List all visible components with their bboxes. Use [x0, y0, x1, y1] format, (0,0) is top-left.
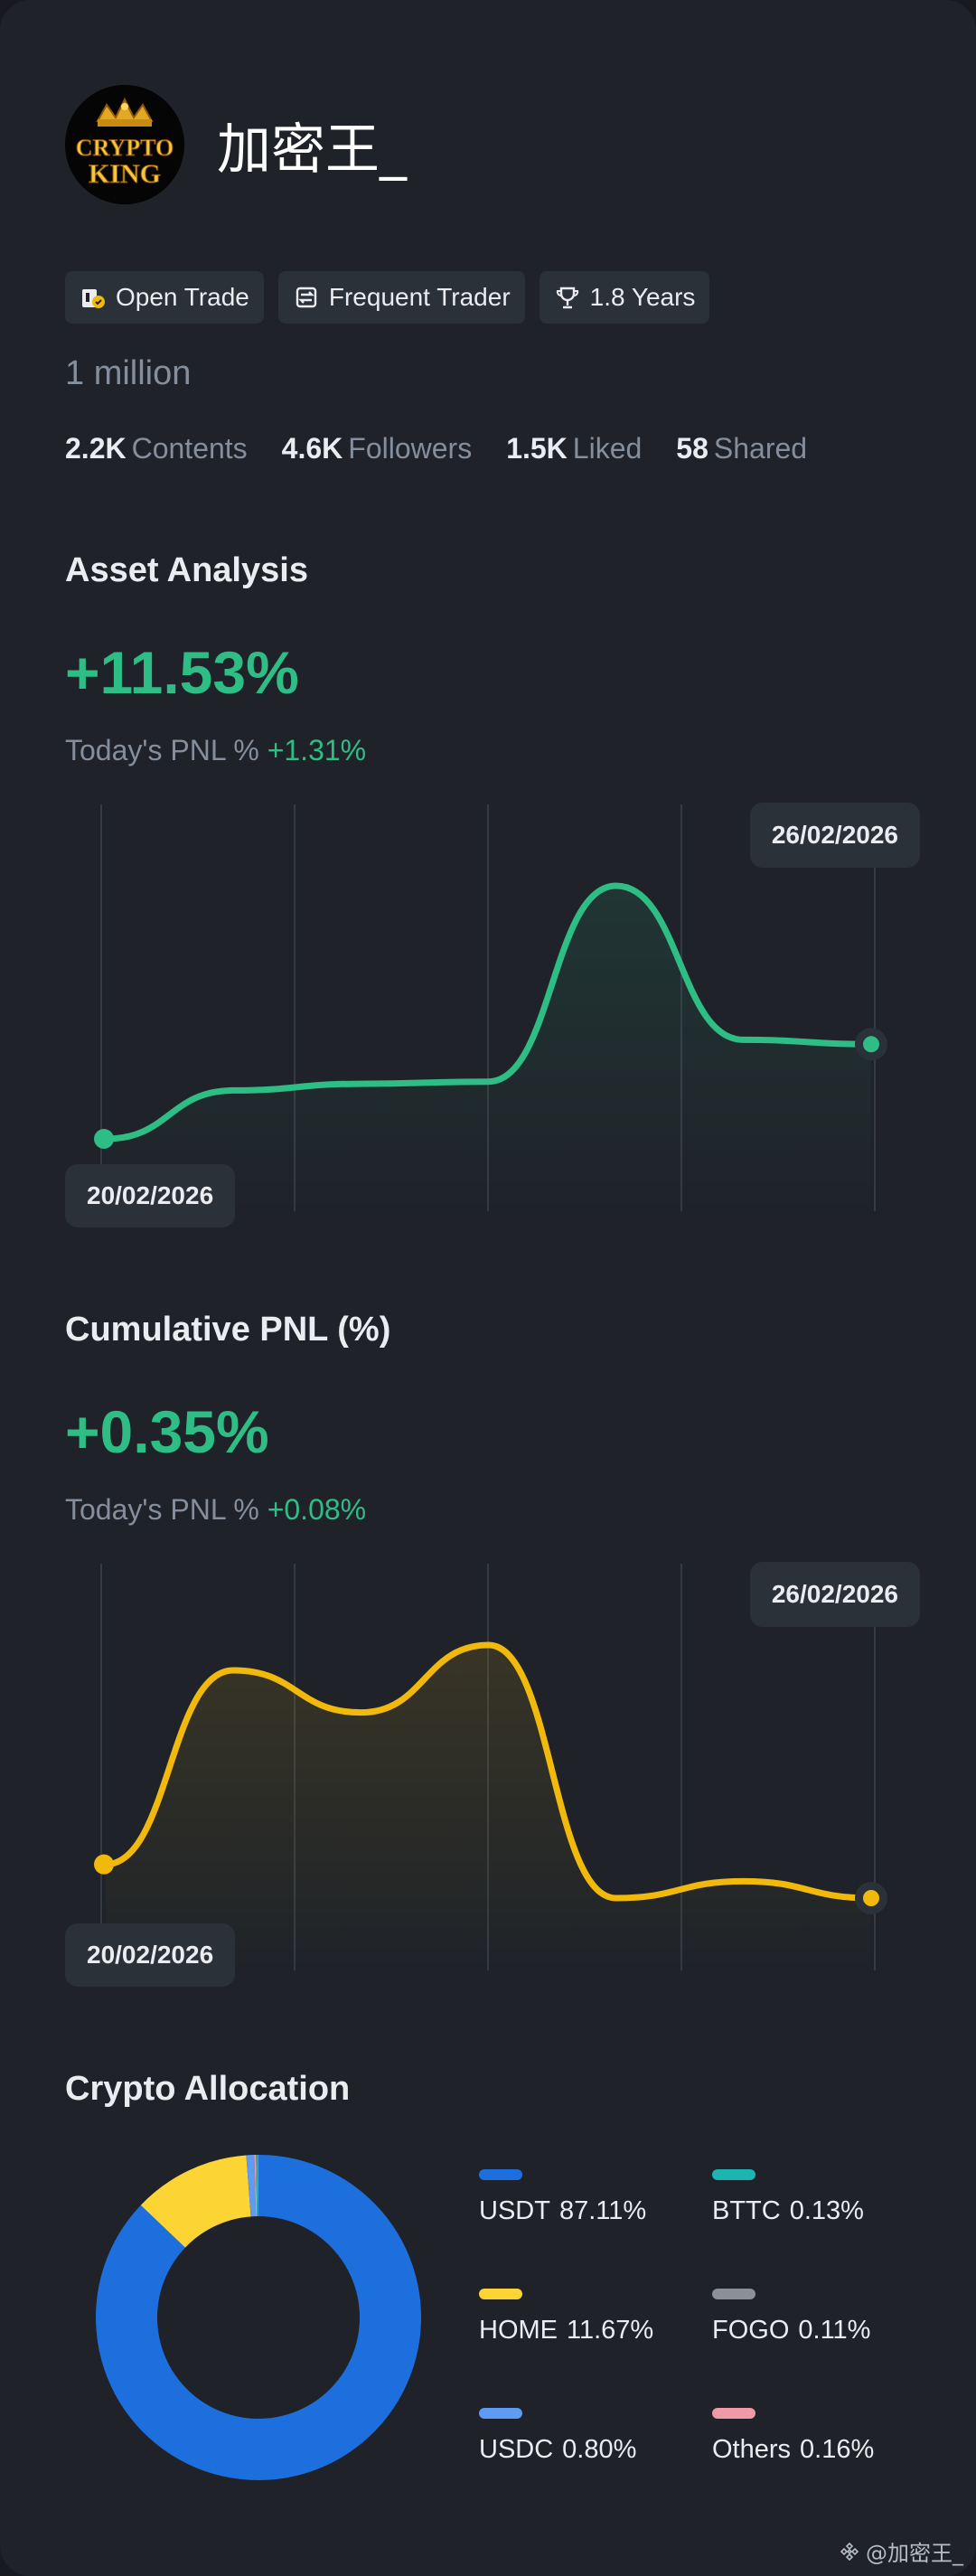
legend-pct: 0.13% [789, 2196, 864, 2225]
donut-slice-others [254, 2155, 258, 2217]
watermark-text: @加密王_ [866, 2541, 963, 2566]
end-date-badge: 26/02/2026 [749, 1562, 920, 1627]
legend-text: FOGO 0.11% [712, 2316, 938, 2346]
legend-swatch [712, 2408, 755, 2419]
legend-text: Others 0.16% [712, 2435, 938, 2465]
stat-value: 1.5K [506, 432, 568, 465]
tag-list: Open Trade Frequent Trader 1.8 Years [65, 271, 710, 324]
crypto-allocation: USDT 87.11% BTTC 0.13% HOME 11.67% FOGO 0.11… [65, 2142, 920, 2522]
series-line [102, 1641, 875, 1902]
legend-swatch [479, 2169, 522, 2180]
legend-pct: 87.11% [558, 2196, 647, 2225]
donut-slice-home [140, 2155, 251, 2248]
end-date-badge: 26/02/2026 [749, 803, 920, 868]
legend-name: Others [712, 2435, 792, 2464]
todays-pnl-value: +1.31% [267, 734, 367, 766]
start-point [94, 1129, 114, 1149]
stat-value: 4.6K [281, 432, 343, 465]
binance-logo-icon [840, 2542, 859, 2561]
tag-open-trade[interactable]: Open Trade [65, 271, 264, 324]
allocation-donut-chart[interactable] [96, 2155, 421, 2480]
legend-item-home[interactable]: HOME 11.67% [479, 2289, 705, 2346]
stat-label: Shared [713, 432, 808, 465]
asset-analysis-todays-pnl: Today's PNL % +1.31% [65, 734, 366, 767]
frequent-trader-icon [293, 284, 320, 311]
cumulative-pnl-chart[interactable]: 26/02/2026 20/02/2026 [65, 1555, 920, 1987]
cumulative-pnl-value: +0.35% [65, 1398, 269, 1465]
legend-name: USDT [479, 2196, 550, 2225]
asset-analysis-chart-svg [94, 804, 887, 1211]
legend-swatch [712, 2289, 755, 2299]
todays-pnl-value: +0.08% [267, 1493, 367, 1526]
tag-label: 1.8 Years [589, 283, 696, 311]
series-line [102, 882, 875, 1142]
legend-pct: 0.16% [800, 2435, 875, 2464]
series-area [106, 1645, 871, 1970]
legend-swatch [479, 2408, 522, 2419]
crypto-allocation-title: Crypto Allocation [65, 2070, 351, 2108]
donut-slice-bttc [256, 2155, 258, 2217]
asset-analysis-title: Asset Analysis [65, 551, 308, 589]
profile-subtitle: 1 million [65, 354, 192, 392]
nickname: 加密王_ [217, 118, 407, 182]
stat-value: 2.2K [65, 432, 127, 465]
open-trade-icon [80, 284, 107, 311]
legend-name: FOGO [712, 2316, 790, 2345]
avatar-text-line1: CRYPTO [76, 135, 174, 161]
legend-swatch [479, 2289, 522, 2299]
end-point [863, 1036, 879, 1053]
cumulative-pnl-chart-svg [94, 1564, 887, 1970]
tag-label: Frequent Trader [328, 283, 511, 311]
tag-frequent-trader[interactable]: Frequent Trader [277, 271, 525, 324]
start-point [94, 1854, 114, 1875]
cumulative-pnl-todays-pnl: Today's PNL % +0.08% [65, 1493, 366, 1527]
legend-text: BTTC 0.13% [712, 2196, 938, 2226]
asset-analysis-value: +11.53% [65, 639, 299, 706]
legend-pct: 0.11% [798, 2316, 871, 2345]
todays-pnl-label: Today's PNL % [65, 1493, 259, 1526]
stat-contents[interactable]: 2.2K Contents [65, 432, 248, 465]
legend-pct: 0.80% [562, 2435, 637, 2464]
crypto-king-logo: CRYPTO KING [65, 85, 184, 204]
stat-liked[interactable]: 1.5K Liked [506, 432, 642, 465]
avatar-text-line2: KING [89, 159, 161, 189]
avatar[interactable]: CRYPTO KING [65, 85, 184, 204]
legend-item-usdc[interactable]: USDC 0.80% [479, 2408, 705, 2465]
cumulative-pnl-title: Cumulative PNL (%) [65, 1311, 391, 1349]
legend-name: USDC [479, 2435, 554, 2464]
legend-item-usdt[interactable]: USDT 87.11% [479, 2169, 705, 2226]
donut-slice-usdc [246, 2155, 257, 2217]
legend-text: USDC 0.80% [479, 2435, 705, 2465]
stat-shared[interactable]: 58 Shared [676, 432, 807, 465]
watermark: @加密王_ [839, 2535, 963, 2567]
stat-followers[interactable]: 4.6K Followers [282, 432, 473, 465]
start-date-badge: 20/02/2026 [65, 1164, 236, 1227]
donut-slice-usdt [96, 2155, 421, 2480]
legend-item-bttc[interactable]: BTTC 0.13% [712, 2169, 938, 2226]
stat-label: Liked [572, 432, 643, 465]
todays-pnl-label: Today's PNL % [65, 734, 259, 766]
legend-item-fogo[interactable]: FOGO 0.11% [712, 2289, 938, 2346]
stat-label: Contents [131, 432, 248, 465]
tag-years[interactable]: 1.8 Years [539, 271, 710, 324]
asset-analysis-chart[interactable]: 26/02/2026 20/02/2026 [65, 795, 920, 1227]
legend-item-others[interactable]: Others 0.16% [712, 2408, 938, 2465]
stat-value: 58 [676, 432, 709, 465]
stat-label: Followers [348, 432, 473, 465]
profile-stats: 2.2K Contents 4.6K Followers 1.5K Liked 58 S… [65, 432, 807, 465]
start-date-badge: 20/02/2026 [65, 1923, 236, 1987]
legend-pct: 11.67% [567, 2316, 654, 2345]
legend-text: HOME 11.67% [479, 2316, 705, 2346]
end-point [863, 1890, 879, 1906]
tag-label: Open Trade [116, 283, 249, 311]
legend-name: BTTC [712, 2196, 781, 2225]
legend-text: USDT 87.11% [479, 2196, 705, 2226]
legend-swatch [712, 2169, 755, 2180]
trophy-icon [554, 284, 581, 311]
legend-name: HOME [479, 2316, 558, 2345]
